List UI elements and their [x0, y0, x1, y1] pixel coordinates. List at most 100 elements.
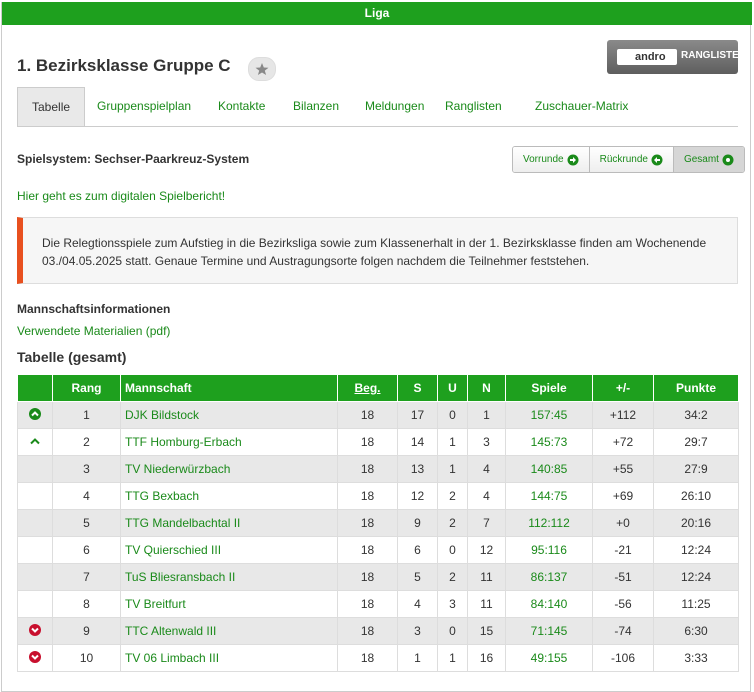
tab[interactable]: Bilanzen [293, 99, 340, 113]
trend-cell [17, 590, 53, 618]
table-row: 6 TV Quierschied III 18 6 0 12 95:116 -21 12:24 [17, 536, 739, 564]
table-cell[interactable]: TV Niederwürzbach [120, 455, 338, 483]
header-cell: Spiele [505, 374, 593, 402]
table-cell: 11 [467, 563, 506, 591]
tab[interactable]: Ranglisten [445, 99, 502, 113]
table-cell: 18 [337, 428, 398, 456]
table-cell: 12:24 [653, 536, 739, 564]
round-button-label: Rückrunde [599, 154, 648, 165]
round-button[interactable]: Gesamt [673, 147, 744, 172]
table-cell: +72 [592, 428, 654, 456]
table-cell: 7 [52, 563, 121, 591]
table-cell: -51 [592, 563, 654, 591]
table-cell: 1 [437, 644, 468, 672]
table-cell: 3:33 [653, 644, 739, 672]
table-cell: 18 [337, 590, 398, 618]
favorite-button[interactable] [248, 57, 276, 81]
table-cell[interactable]: 157:45 [505, 401, 593, 429]
trend-icon [29, 407, 41, 420]
table-cell[interactable]: TuS Bliesransbach II [120, 563, 338, 591]
star-icon [255, 63, 269, 75]
table-cell[interactable]: 86:137 [505, 563, 593, 591]
table-cell: 12 [467, 536, 506, 564]
table-cell: 15 [467, 617, 506, 645]
table-cell: 10 [52, 644, 121, 672]
table-cell[interactable]: 140:85 [505, 455, 593, 483]
table-row: 7 TuS Bliesransbach II 18 5 2 11 86:137 -51 12:2… [17, 563, 739, 591]
table-cell: 27:9 [653, 455, 739, 483]
trend-cell [17, 482, 53, 510]
table-cell: 6 [52, 536, 121, 564]
ranking-badge[interactable]: andro RANGLISTE [607, 40, 739, 74]
table-cell: 1 [467, 401, 506, 429]
round-icon [567, 154, 579, 165]
round-button[interactable]: Rückrunde [589, 147, 674, 172]
table-cell[interactable]: TV Breitfurt [120, 590, 338, 618]
header-cell: Rang [52, 374, 121, 402]
table-cell: 34:2 [653, 401, 739, 429]
table-cell: 3 [437, 590, 468, 618]
tab[interactable]: Tabelle [17, 87, 86, 126]
table-cell: 14 [397, 428, 438, 456]
round-button[interactable]: Vorrunde [513, 147, 590, 172]
table-row: 10 TV 06 Limbach III 18 1 1 16 49:155 -106 3:33 [17, 644, 739, 672]
header-cell: +/- [592, 374, 654, 402]
table-cell: 12:24 [653, 563, 739, 591]
table-row: 3 TV Niederwürzbach 18 13 1 4 140:85 +55 27:9 [17, 455, 739, 483]
tab[interactable]: Gruppenspielplan [97, 99, 192, 113]
team-info-title: Mannschaftsinformationen [17, 302, 171, 316]
table-cell[interactable]: DJK Bildstock [120, 401, 338, 429]
table-cell: 0 [437, 536, 468, 564]
table-cell[interactable]: 112:112 [505, 509, 593, 537]
table-cell: 4 [52, 482, 121, 510]
tab[interactable]: Meldungen [365, 99, 425, 113]
table-cell[interactable]: 84:140 [505, 590, 593, 618]
table-cell[interactable]: TTG Bexbach [120, 482, 338, 510]
table-cell: 11 [467, 590, 506, 618]
table-cell: 20:16 [653, 509, 739, 537]
table-cell: 0 [437, 617, 468, 645]
table-title: Tabelle (gesamt) [17, 349, 127, 365]
header-cell: U [437, 374, 468, 402]
table-cell: 18 [337, 455, 398, 483]
table-cell[interactable]: 71:145 [505, 617, 593, 645]
table-cell: 18 [337, 509, 398, 537]
table-cell: 1 [437, 455, 468, 483]
table-cell: -106 [592, 644, 654, 672]
table-cell: 12 [397, 482, 438, 510]
league-title: 1. Bezirksklasse Gruppe C [17, 56, 231, 75]
trend-cell [17, 536, 53, 564]
table-cell: 17 [397, 401, 438, 429]
table-cell: +0 [592, 509, 654, 537]
table-cell[interactable]: TV Quierschied III [120, 536, 338, 564]
header-title: Liga [2, 2, 752, 25]
table-cell: 8 [52, 590, 121, 618]
table-cell: 3 [397, 617, 438, 645]
trend-cell [17, 644, 53, 672]
table-cell: 4 [397, 590, 438, 618]
tab[interactable]: Zuschauer-Matrix [535, 99, 629, 113]
table-cell[interactable]: TTF Homburg-Erbach [120, 428, 338, 456]
header-cell: Punkte [653, 374, 739, 402]
trend-icon [30, 437, 40, 444]
table-cell[interactable]: TTG Mandelbachtal II [120, 509, 338, 537]
table-cell[interactable]: 95:116 [505, 536, 593, 564]
table-cell: 16 [467, 644, 506, 672]
badge-text: RANGLISTE [681, 50, 739, 61]
table-cell[interactable]: 144:75 [505, 482, 593, 510]
materials-link[interactable]: Verwendete Materialien (pdf) [17, 324, 171, 338]
table-cell: 2 [437, 563, 468, 591]
table-cell: 18 [337, 401, 398, 429]
table-cell[interactable]: 49:155 [505, 644, 593, 672]
round-button-label: Vorrunde [523, 154, 564, 165]
table-cell[interactable]: TTC Altenwald III [120, 617, 338, 645]
table-cell: 1 [437, 428, 468, 456]
table-cell: -21 [592, 536, 654, 564]
table-cell[interactable]: TV 06 Limbach III [120, 644, 338, 672]
table-cell[interactable]: 145:73 [505, 428, 593, 456]
tab[interactable]: Kontakte [218, 99, 266, 113]
report-link[interactable]: Hier geht es zum digitalen Spielbericht! [17, 189, 226, 203]
table-cell: 18 [337, 536, 398, 564]
table-cell: 2 [52, 428, 121, 456]
